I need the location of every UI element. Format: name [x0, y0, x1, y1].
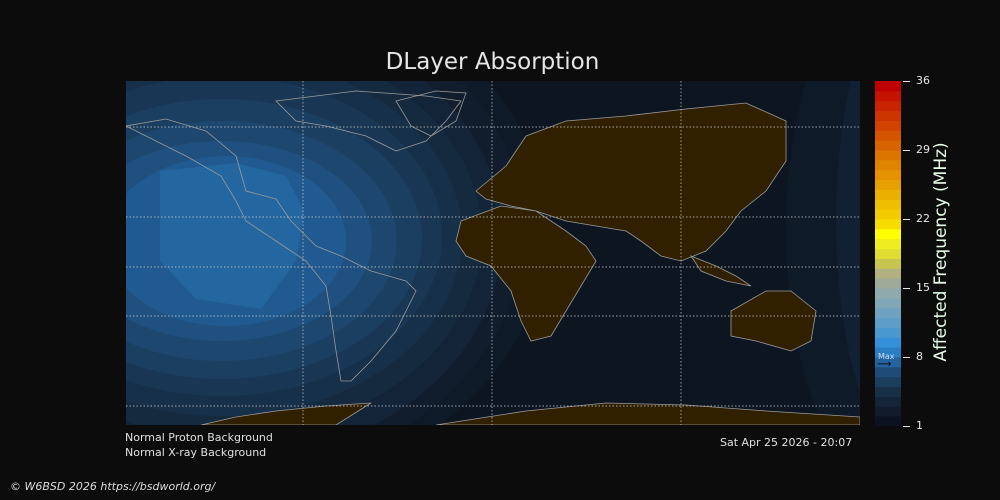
colorbar-tick: 36 [903, 74, 930, 87]
colorbar-segment [875, 90, 901, 102]
peak-region [160, 163, 304, 309]
coastlines-americas [126, 90, 462, 382]
colorbar-segment [875, 219, 901, 230]
landmass-europe-asia [475, 102, 787, 262]
colorbar-segment [875, 396, 901, 407]
colorbar-segment [875, 366, 901, 378]
colorbar-segment [875, 199, 901, 210]
colorbar-segment [875, 297, 901, 309]
colorbar-segment [875, 189, 901, 200]
proton-status: Normal Proton Background [125, 431, 273, 444]
colorbar-segment [875, 209, 901, 220]
timestamp: Sat Apr 25 2026 - 20:07 [720, 436, 853, 449]
colorbar-segment [875, 140, 901, 151]
colorbar-segment [875, 120, 901, 131]
colorbar-tick: 15 [903, 281, 930, 294]
max-marker-label: Max [878, 351, 895, 361]
colorbar-segment [875, 169, 901, 181]
colorbar-segment [875, 238, 901, 250]
landmass-greenland [395, 90, 467, 137]
colorbar-segment [875, 386, 901, 397]
landmass-africa [455, 205, 597, 342]
colorbar-segment [875, 81, 901, 92]
colorbar-segment [875, 376, 901, 388]
colorbar-segment [875, 337, 901, 348]
colorbar-tick: 29 [903, 143, 930, 156]
colorbar-segment [875, 179, 901, 190]
colorbar-segment [875, 258, 901, 269]
colorbar-segment [875, 248, 901, 259]
landmass-australia [730, 290, 817, 352]
colorbar-segment [875, 357, 901, 368]
colorbar-label: Affected Frequency (MHz) [931, 142, 951, 362]
colorbar-segment [875, 100, 901, 112]
copyright: © W6BSD 2026 https://bsdworld.org/ [10, 480, 216, 493]
chart-title: DLayer Absorption [385, 49, 600, 75]
colorbar-segment [875, 347, 901, 358]
colorbar-segment [875, 278, 901, 289]
colorbar [875, 81, 901, 426]
colorbar-segment [875, 130, 901, 141]
colorbar-segment [875, 150, 901, 161]
colorbar-tick: 1 [903, 419, 923, 432]
colorbar-segment [875, 268, 901, 279]
colorbar-segment [875, 406, 901, 417]
absorption-map [126, 81, 860, 425]
landmass-indonesia [689, 255, 752, 287]
colorbar-tick: 8 [903, 350, 923, 363]
contour-band [836, 81, 860, 393]
graticule [126, 81, 860, 425]
colorbar-segment [875, 288, 901, 299]
colorbar-segment [875, 317, 901, 328]
colorbar-segment [875, 327, 901, 338]
colorbar-segment [875, 110, 901, 121]
colorbar-segment [875, 159, 901, 171]
colorbar-segment [875, 228, 901, 240]
colorbar-tick: 22 [903, 212, 930, 225]
xray-status: Normal X-ray Background [125, 446, 267, 459]
colorbar-segment [875, 307, 901, 319]
max-arrow-icon: ⟶ [877, 358, 892, 370]
colorbar-segment [875, 416, 901, 426]
